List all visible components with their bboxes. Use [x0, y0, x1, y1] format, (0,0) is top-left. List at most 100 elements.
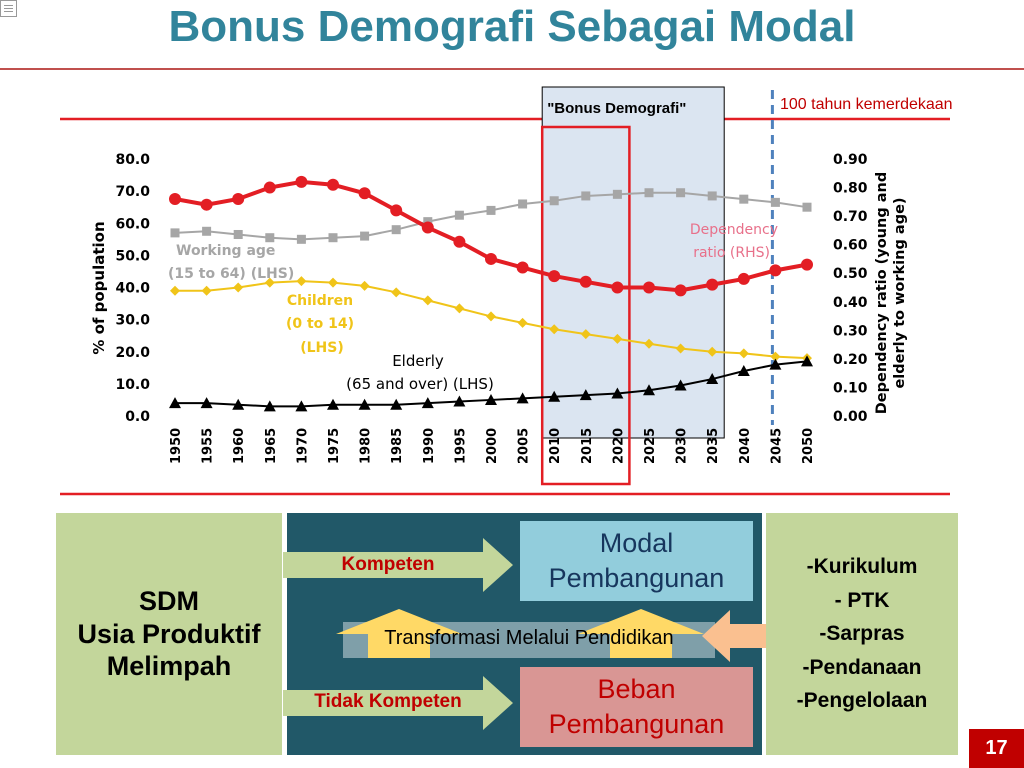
elderly-series-point [327, 398, 339, 410]
dependency-ratio-series-point [643, 281, 655, 294]
dependency-ratio-series-point [674, 284, 687, 297]
factor-pendanaan: -Pendanaan [802, 655, 922, 679]
dependency-ratio-series-point [358, 187, 371, 200]
dependency-ratio-series-point [200, 198, 213, 211]
children-series-point [770, 351, 781, 362]
elderly-series-point [548, 390, 561, 402]
elderly-label: (65 and over) (LHS) [346, 375, 494, 393]
beban-line-1: Beban [597, 673, 676, 704]
tidak-kompeten-arrow [283, 676, 513, 730]
sdm-line-1: SDM [139, 586, 199, 617]
left-tick-label: 60.0 [115, 216, 150, 232]
kompeten-arrow [283, 538, 513, 592]
x-tick-label: 2030 [675, 428, 690, 464]
right-tick-label: 0.50 [833, 266, 868, 282]
working-age-label: (15 to 64) (LHS) [168, 266, 294, 282]
children-series-point [738, 348, 749, 359]
x-tick-label: 1960 [232, 428, 247, 464]
left-tick-label: 40.0 [115, 281, 150, 297]
children-series-point [707, 346, 718, 357]
y-axis-title-left: % of population [90, 221, 108, 354]
working-age-series-point [454, 210, 464, 220]
page-number: 17 [969, 729, 1024, 768]
working-age-series-point [802, 202, 812, 212]
dependency-ratio-series-point [453, 235, 466, 248]
kemerdekaan-label: 100 tahun kemerdekaan [780, 96, 953, 113]
elderly-series-point [516, 392, 529, 404]
elderly-series-point [769, 358, 782, 370]
elderly-series-point [643, 384, 655, 396]
working-age-series-point [265, 233, 275, 243]
dependency-ratio-series-point [169, 192, 181, 205]
working-age-series-point [707, 191, 717, 201]
children-series-point [170, 285, 180, 296]
children-series-point [612, 333, 623, 344]
dependency-ratio-series-point [769, 264, 782, 277]
elderly-series-point [453, 395, 466, 407]
elderly-series-point [263, 400, 276, 412]
elderly-series-point [200, 397, 213, 409]
modal-line-2: Pembangunan [548, 563, 725, 593]
children-series-point [486, 311, 496, 322]
children-series-point [296, 276, 307, 287]
dependency-ratio-series-point [485, 252, 497, 265]
right-tick-label: 0.40 [833, 295, 868, 311]
right-tick-label: 0.70 [833, 209, 868, 225]
working-age-series-point [581, 191, 591, 201]
x-tick-label: 2040 [738, 428, 753, 464]
transformasi-label: Transformasi Melalui Pendidikan [384, 627, 674, 649]
children-series-point [233, 282, 244, 293]
modal-pembangunan-box: Modal Pembangunan [520, 521, 753, 601]
left-tick-label: 80.0 [115, 152, 150, 168]
working-age-series-point [170, 228, 180, 238]
children-label: (LHS) [300, 340, 344, 356]
x-tick-label: 2000 [485, 428, 500, 464]
factor-ptk: - PTK [834, 588, 890, 612]
highlight-2010-2020 [540, 125, 631, 486]
slide-title: Bonus Demografi Sebagai Modal [168, 2, 856, 51]
dependency-ratio-series-point [801, 258, 813, 271]
elderly-series-point [706, 373, 719, 385]
dependency-ratio-series-point [295, 175, 308, 188]
working-age-series-point [328, 233, 338, 243]
elderly-series-point [674, 379, 687, 391]
x-tick-label: 2050 [801, 428, 816, 464]
x-tick-label: 1970 [295, 428, 310, 464]
tidak-kompeten-label: Tidak Kompeten [314, 691, 462, 712]
x-tick-label: 1965 [264, 428, 279, 464]
dependency-ratio-series-point [421, 221, 434, 234]
children-series-point [675, 343, 686, 354]
sdm-box: SDM Usia Produktif Melimpah [56, 513, 282, 755]
working-age-series-point [549, 196, 559, 206]
working-age-series-point [233, 229, 243, 239]
elderly-series-point [358, 398, 371, 410]
dependency-ratio-series-point [611, 281, 624, 294]
working-age-series-point [518, 199, 528, 209]
right-tick-label: 0.80 [833, 181, 868, 197]
right-tick-label: 0.60 [833, 238, 868, 254]
modal-line-1: Modal [599, 527, 674, 558]
x-tick-label: 1985 [390, 428, 405, 464]
elderly-series-point [737, 365, 750, 377]
x-tick-label: 1995 [453, 428, 468, 464]
dependency-ratio-label: ratio (RHS) [693, 245, 770, 261]
education-input-arrow [702, 610, 766, 662]
left-tick-label: 50.0 [115, 248, 150, 264]
children-label: (0 to 14) [286, 316, 354, 332]
elderly-series-point [485, 393, 497, 405]
sdm-line-2: Usia Produktif [77, 618, 261, 649]
working-age-label: Working age [176, 243, 275, 259]
x-tick-label: 1990 [422, 428, 437, 464]
working-age-series-point [676, 188, 686, 198]
right-tick-label: 0.90 [833, 152, 868, 168]
working-age-series-point [770, 197, 780, 207]
working-age-series-point [739, 194, 749, 204]
left-tick-label: 0.0 [125, 409, 150, 425]
kompeten-label: Kompeten [341, 554, 435, 575]
factor-pengelolaan: -Pengelolaan [796, 689, 928, 713]
dependency-ratio-label: Dependency [690, 222, 778, 238]
elderly-label: Elderly [392, 352, 444, 370]
dependency-ratio-series-point [327, 178, 339, 191]
children-series-point [644, 338, 654, 349]
